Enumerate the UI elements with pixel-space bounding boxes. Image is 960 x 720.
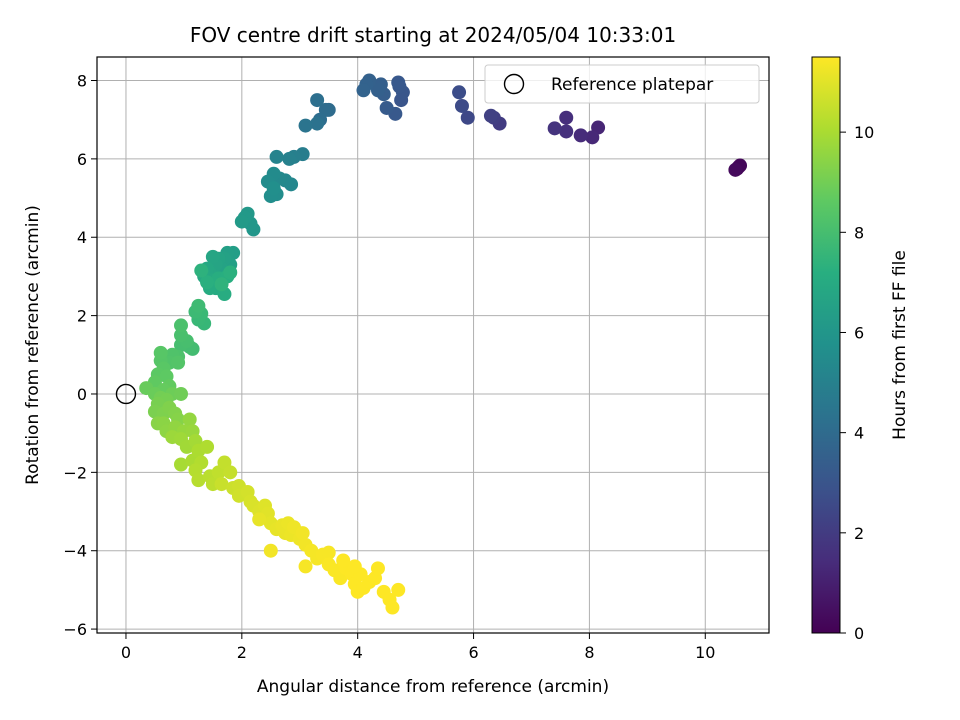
- colorbar-label: Hours from first FF file: [890, 250, 910, 440]
- legend-box: [484, 64, 760, 104]
- data-point: [310, 116, 325, 131]
- data-point: [214, 477, 229, 492]
- colorbar-ticks: 0 2 4 6 8 10: [840, 123, 874, 643]
- colorbar-tick-label: 2: [854, 524, 864, 543]
- data-point: [452, 85, 467, 100]
- y-tick-label: 8: [77, 72, 87, 91]
- data-point: [269, 149, 284, 164]
- x-tick-label: 4: [353, 643, 363, 662]
- data-point: [460, 110, 475, 125]
- data-point: [191, 298, 206, 313]
- data-point: [191, 473, 206, 488]
- colorbar-tick-label: 10: [854, 123, 874, 142]
- x-tick-label: 10: [695, 643, 715, 662]
- x-tick-label: 8: [584, 643, 594, 662]
- x-tick-label: 0: [121, 643, 131, 662]
- x-axis-ticks: 0 2 4 6 8 10: [121, 633, 715, 662]
- chart-title: FOV centre drift starting at 2024/05/04 …: [190, 23, 676, 47]
- data-point: [182, 412, 197, 427]
- y-tick-label: 2: [77, 307, 87, 326]
- data-point: [385, 600, 400, 615]
- data-point: [174, 457, 188, 472]
- x-axis-label: Angular distance from reference (arcmin): [257, 677, 609, 697]
- colorbar-tick-label: 6: [854, 323, 864, 342]
- legend: Reference platepar: [484, 64, 760, 104]
- data-point: [200, 439, 215, 454]
- data-point: [310, 93, 325, 108]
- data-point: [223, 465, 238, 480]
- y-tick-label: 6: [77, 150, 87, 169]
- y-tick-label: −6: [63, 620, 87, 639]
- data-point: [391, 75, 406, 90]
- data-point: [336, 553, 351, 568]
- data-point: [205, 249, 220, 264]
- data-point: [194, 263, 209, 278]
- y-axis-label: Rotation from reference (arcmin): [23, 205, 43, 485]
- plot-frame: [96, 56, 770, 634]
- x-tick-label: 2: [237, 643, 247, 662]
- data-point: [174, 328, 188, 343]
- data-point: [321, 545, 336, 560]
- data-point: [295, 526, 310, 541]
- data-point: [559, 124, 574, 139]
- legend-marker-reference: [503, 73, 525, 95]
- data-point: [153, 345, 168, 360]
- data-point: [298, 559, 313, 574]
- data-point: [214, 277, 229, 292]
- colorbar-gradient: [811, 56, 841, 634]
- colorbar-tick-label: 4: [854, 424, 864, 443]
- data-point: [483, 108, 498, 123]
- data-point: [282, 151, 297, 166]
- data-point: [263, 543, 278, 558]
- colorbar-tick-label: 8: [854, 223, 864, 242]
- y-tick-label: −4: [63, 542, 87, 561]
- y-tick-label: −2: [63, 463, 87, 482]
- data-point: [370, 83, 385, 98]
- colorbar-tick-label: 0: [854, 624, 864, 643]
- x-tick-label: 6: [468, 643, 478, 662]
- legend-entry-reference: Reference platepar: [551, 75, 713, 95]
- data-point: [547, 121, 562, 136]
- reference-point-marker: [115, 383, 137, 405]
- data-point: [234, 214, 249, 229]
- colorbar: 0 2 4 6 8 10 Hours from first FF file: [811, 56, 910, 643]
- data-point: [585, 130, 600, 145]
- data-point: [223, 265, 238, 280]
- data-point: [356, 83, 371, 98]
- data-point: [298, 118, 313, 133]
- data-point: [171, 355, 186, 370]
- data-point: [174, 318, 188, 333]
- data-point: [200, 275, 215, 290]
- data-point: [266, 181, 281, 196]
- scatter-points: [115, 73, 748, 615]
- data-point: [252, 512, 267, 527]
- data-point: [573, 128, 588, 143]
- data-point: [728, 162, 743, 177]
- data-point: [559, 110, 574, 125]
- y-tick-label: 0: [77, 385, 87, 404]
- data-point: [391, 582, 406, 597]
- data-point: [174, 386, 188, 401]
- y-tick-label: 4: [77, 228, 87, 247]
- y-axis-ticks: −6 −4 −2 0 2 4 6 8: [63, 72, 97, 639]
- data-point: [347, 559, 362, 574]
- data-point: [370, 561, 385, 576]
- data-point: [454, 98, 469, 113]
- data-point: [379, 100, 394, 115]
